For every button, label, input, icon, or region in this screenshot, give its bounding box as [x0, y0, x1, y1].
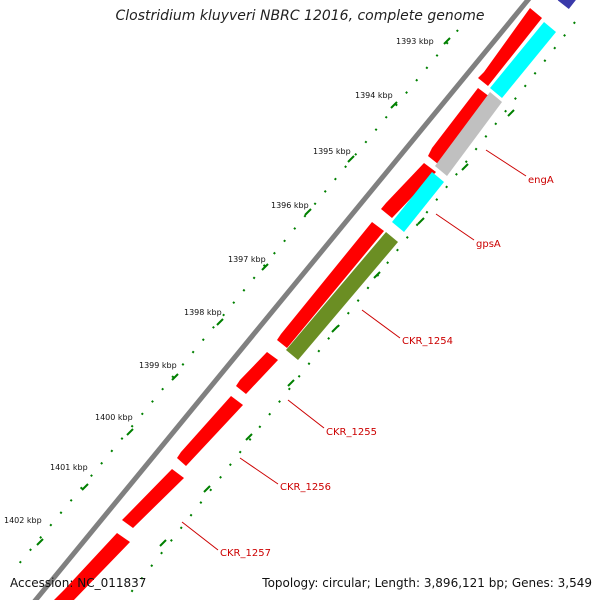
gene-engA: [435, 92, 502, 176]
tick-ring-outer: [17, 29, 459, 566]
label-engA: engA: [485, 149, 554, 186]
map-title: Clostridium kluyveri NBRC 12016, complet…: [115, 8, 485, 24]
gene-forward-5: [236, 352, 278, 394]
gene-CKR_1254: [286, 232, 398, 360]
label-CKR_1255: CKR_1255: [287, 399, 377, 438]
tick-1399: 1399 kbp: [139, 361, 179, 381]
gene-forward-2: [428, 88, 490, 164]
genome-backbone: [32, 0, 532, 600]
svg-text:1393 kbp: 1393 kbp: [396, 37, 434, 46]
gene-forward-3: [381, 163, 436, 218]
gene-forward-7: [122, 469, 184, 528]
svg-text:1394 kbp: 1394 kbp: [355, 91, 393, 100]
tick-1394: 1394 kbp: [355, 91, 398, 109]
label-CKR_1257: CKR_1257: [181, 521, 271, 559]
inner-ticks: [159, 109, 515, 547]
genes-value: 3,549: [557, 576, 592, 590]
svg-text:1395 kbp: 1395 kbp: [313, 147, 351, 156]
svg-text:1401 kbp: 1401 kbp: [50, 463, 88, 472]
gene-forward-4: [277, 222, 384, 348]
svg-text:1398 kbp: 1398 kbp: [184, 308, 222, 317]
gene-forward-6: [177, 396, 243, 466]
gene-forward-1: [478, 8, 542, 86]
tick-1396: 1396 kbp: [271, 201, 312, 216]
svg-text:gpsA: gpsA: [476, 239, 501, 250]
genome-summary: Topology: circular; Length: 3,896,121 bp…: [262, 576, 592, 590]
tick-1397: 1397 kbp: [228, 255, 269, 271]
svg-text:engA: engA: [528, 175, 554, 186]
svg-text:CKR_1254: CKR_1254: [402, 336, 453, 347]
gene-reverse-1: [490, 22, 556, 98]
tick-1398: 1398 kbp: [184, 308, 224, 326]
accession-info: Accession: NC_011837: [10, 576, 146, 590]
length-label: Length:: [374, 576, 421, 590]
label-gpsA: gpsA: [435, 213, 501, 250]
svg-text:1402 kbp: 1402 kbp: [4, 516, 42, 525]
svg-text:1397 kbp: 1397 kbp: [228, 255, 266, 264]
tick-1402: 1402 kbp: [4, 516, 44, 546]
label-CKR_1254: CKR_1254: [361, 309, 453, 347]
svg-text:CKR_1256: CKR_1256: [280, 482, 331, 493]
svg-text:CKR_1257: CKR_1257: [220, 548, 271, 559]
svg-text:1400 kbp: 1400 kbp: [95, 413, 133, 422]
tick-1393: 1393 kbp: [396, 37, 451, 46]
gene-forward-8: [54, 533, 130, 600]
accession-value: NC_011837: [77, 576, 147, 590]
gene-gpsA: [392, 172, 444, 232]
label-CKR_1256: CKR_1256: [239, 457, 331, 493]
tick-1401: 1401 kbp: [50, 463, 89, 491]
svg-text:1396 kbp: 1396 kbp: [271, 201, 309, 210]
tick-1400: 1400 kbp: [95, 413, 134, 436]
tick-1395: 1395 kbp: [313, 147, 355, 163]
length-value: 3,896,121 bp: [423, 576, 504, 590]
svg-text:1399 kbp: 1399 kbp: [139, 361, 177, 370]
svg-text:CKR_1255: CKR_1255: [326, 427, 377, 438]
topology-value: circular: [322, 576, 367, 590]
genes-label: Genes:: [511, 576, 554, 590]
topology-label: Topology:: [262, 576, 319, 590]
corner-feature: [557, 0, 577, 10]
accession-label: Accession:: [10, 576, 74, 590]
